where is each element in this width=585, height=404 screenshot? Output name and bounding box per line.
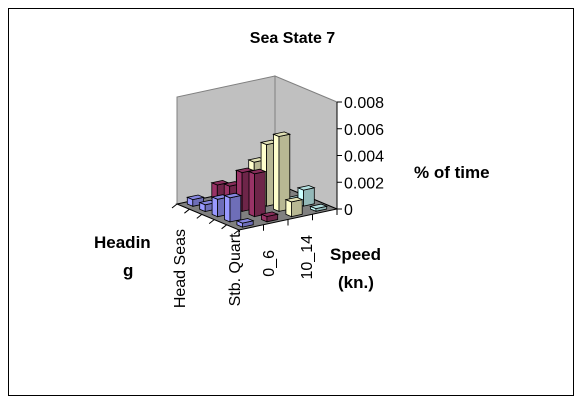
heading-axis-tick: [171, 203, 178, 209]
bar: [247, 168, 267, 218]
chart-labels: % of time Headin g Speed (kn.) Head Seas…: [94, 163, 490, 308]
z-axis-label: % of time: [414, 163, 490, 182]
chart-title: Sea State 7: [249, 30, 336, 47]
bar: [235, 218, 255, 228]
chart-walls: [175, 75, 339, 231]
bar: [272, 131, 292, 213]
speed-axis-label-line2: (kn.): [338, 273, 374, 292]
bar: [309, 203, 329, 212]
bar: [260, 211, 280, 223]
heading-axis-tick: [221, 224, 227, 230]
speed-tick-label: 10_14: [299, 235, 316, 280]
heading-axis-tick: [233, 229, 240, 235]
bar: [223, 192, 243, 223]
z-tick-label: 0.006: [344, 122, 384, 139]
z-tick-label: 0.008: [344, 95, 384, 112]
heading-tick-label: Head Seas: [172, 229, 189, 308]
chart-bars: [185, 131, 329, 228]
chart-axes: 0 0.002 0.004 0.006 0.008: [171, 95, 384, 236]
heading-axis-tick: [208, 219, 215, 224]
heading-axis-tick: [196, 214, 203, 219]
heading-tick-label: Stb. Quart.: [227, 229, 244, 306]
z-tick-label: 0: [344, 202, 353, 219]
z-tick-label: 0.004: [344, 149, 384, 166]
speed-axis-label-line1: Speed: [330, 245, 381, 264]
heading-axis-label-line1: Headin: [94, 233, 151, 252]
bar: [284, 196, 304, 218]
heading-axis-label-line2: g: [123, 261, 133, 280]
z-tick-label: 0.002: [344, 175, 384, 192]
speed-tick-label: 0_6: [261, 250, 278, 277]
heading-axis-tick: [184, 208, 190, 214]
